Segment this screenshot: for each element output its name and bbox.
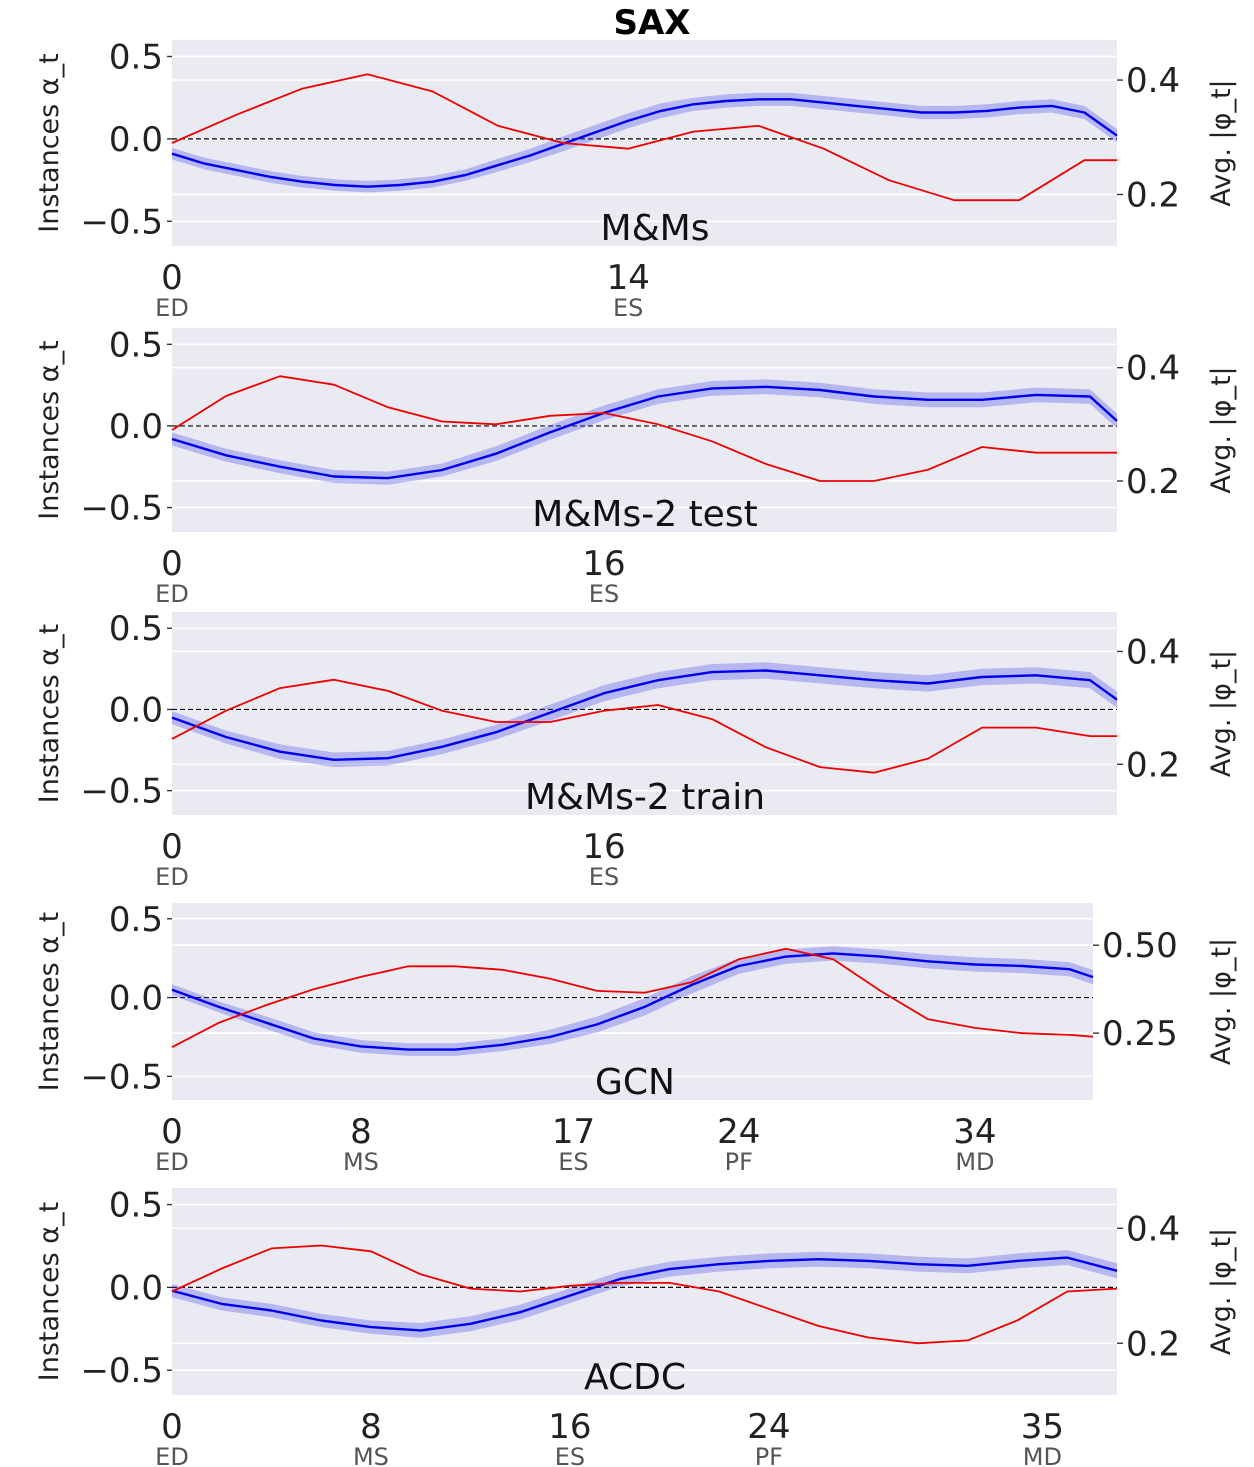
x-tick-label: 0	[161, 544, 183, 584]
x-tick-label: 16	[548, 1407, 591, 1447]
dataset-label: GCN	[595, 1062, 675, 1103]
y-tick-label: 0.0	[109, 979, 163, 1019]
y2-axis-title: Avg. |φ_t|	[1206, 938, 1237, 1065]
y2-tick-label: 0.2	[1126, 462, 1180, 502]
y-axis-title: Instances α_t	[34, 624, 65, 803]
cardiac-phase-label: ES	[555, 1443, 585, 1467]
alpha-mean-line	[171, 385, 1118, 480]
x-tick-label: 34	[953, 1112, 996, 1152]
y-axis-title: Instances α_t	[34, 53, 65, 232]
cardiac-phase-label: ES	[558, 1148, 588, 1176]
y2-tick-label: 0.4	[1126, 349, 1180, 389]
y-tick-label: −0.5	[80, 1351, 163, 1391]
plot-area	[172, 903, 1093, 1100]
x-tick-label: 35	[1021, 1407, 1064, 1447]
y2-tick-label: 0.4	[1126, 632, 1180, 672]
x-tick-label: 17	[552, 1112, 595, 1152]
y2-tick-label: 0.2	[1126, 176, 1180, 216]
alpha-mean-line	[171, 669, 1118, 761]
cardiac-phase-label: ED	[155, 580, 189, 608]
cardiac-phase-label: MD	[955, 1148, 994, 1176]
y2-tick-label: 0.2	[1126, 1324, 1180, 1364]
y-tick-label: 0.5	[109, 37, 163, 77]
y-tick-label: 0.5	[109, 900, 163, 940]
figure-title: SAX	[613, 3, 690, 43]
phi-avg-line	[171, 678, 1117, 774]
x-tick-label: 0	[161, 1407, 183, 1447]
y-tick-label: 0.0	[109, 1268, 163, 1308]
phi-avg-line	[171, 1244, 1118, 1345]
y-tick-label: −0.5	[80, 772, 163, 812]
phi-avg-line	[171, 375, 1117, 482]
alpha-mean-line	[171, 952, 1094, 1051]
cardiac-phase-label: MS	[353, 1443, 389, 1467]
x-tick-label: 24	[717, 1112, 760, 1152]
x-tick-label: 0	[161, 258, 183, 298]
alpha-confidence-band	[172, 1250, 1117, 1338]
y2-axis-title: Avg. |φ_t|	[1206, 650, 1237, 777]
y-tick-label: 0.0	[109, 120, 163, 160]
y2-axis-title: Avg. |φ_t|	[1206, 366, 1237, 493]
y2-tick-label: 0.2	[1126, 745, 1180, 785]
cardiac-phase-label: ED	[155, 1443, 189, 1467]
y2-tick-label: 0.4	[1126, 61, 1180, 101]
cardiac-phase-label: ES	[589, 863, 619, 891]
x-tick-label: 14	[607, 258, 650, 298]
y-tick-label: 0.5	[109, 325, 163, 365]
x-tick-label: 0	[161, 827, 183, 867]
alpha-confidence-band	[172, 662, 1117, 768]
cardiac-phase-label: MD	[1023, 1443, 1062, 1467]
x-tick-label: 0	[161, 1112, 183, 1152]
y-axis-title: Instances α_t	[34, 340, 65, 519]
y-tick-label: 0.5	[109, 1186, 163, 1226]
x-tick-label: 16	[582, 827, 625, 867]
cardiac-phase-label: ED	[155, 863, 189, 891]
y-tick-label: −0.5	[80, 489, 163, 529]
cardiac-phase-label: ES	[589, 580, 619, 608]
y-axis-title: Instances α_t	[34, 1202, 65, 1381]
plot-area	[172, 1188, 1117, 1395]
x-tick-label: 8	[360, 1407, 382, 1447]
x-tick-label: 24	[747, 1407, 790, 1447]
plot-area	[172, 40, 1117, 246]
y2-tick-label: 0.4	[1126, 1209, 1180, 1249]
plot-area	[172, 612, 1117, 815]
alpha-mean-line	[171, 1256, 1118, 1332]
y-tick-label: 0.0	[109, 407, 163, 447]
dataset-label: ACDC	[584, 1357, 686, 1398]
dataset-label: M&Ms	[601, 208, 710, 249]
alpha-confidence-band	[172, 92, 1117, 193]
phi-avg-line	[171, 947, 1094, 1048]
dataset-label: M&Ms-2 test	[532, 494, 757, 535]
y-axis-title: Instances α_t	[34, 912, 65, 1091]
x-tick-label: 16	[582, 544, 625, 584]
y-tick-label: −0.5	[80, 1057, 163, 1097]
cardiac-phase-label: ED	[155, 294, 189, 322]
cardiac-phase-label: ED	[155, 1148, 189, 1176]
y-tick-label: 0.0	[109, 690, 163, 730]
alpha-mean-line	[171, 98, 1118, 188]
y2-tick-label: 0.25	[1102, 1014, 1178, 1054]
y-tick-label: 0.5	[109, 609, 163, 649]
y2-axis-title: Avg. |φ_t|	[1206, 79, 1237, 206]
x-tick-label: 8	[350, 1112, 372, 1152]
y-tick-label: −0.5	[80, 202, 163, 242]
cardiac-phase-label: PF	[725, 1148, 753, 1176]
cardiac-phase-label: MS	[343, 1148, 379, 1176]
y2-axis-title: Avg. |φ_t|	[1206, 1228, 1237, 1355]
plot-area	[172, 328, 1117, 532]
y2-tick-label: 0.50	[1102, 926, 1178, 966]
phi-avg-line	[171, 73, 1117, 202]
cardiac-phase-label: ES	[613, 294, 643, 322]
cardiac-phase-label: PF	[755, 1443, 783, 1467]
dataset-label: M&Ms-2 train	[525, 777, 765, 818]
